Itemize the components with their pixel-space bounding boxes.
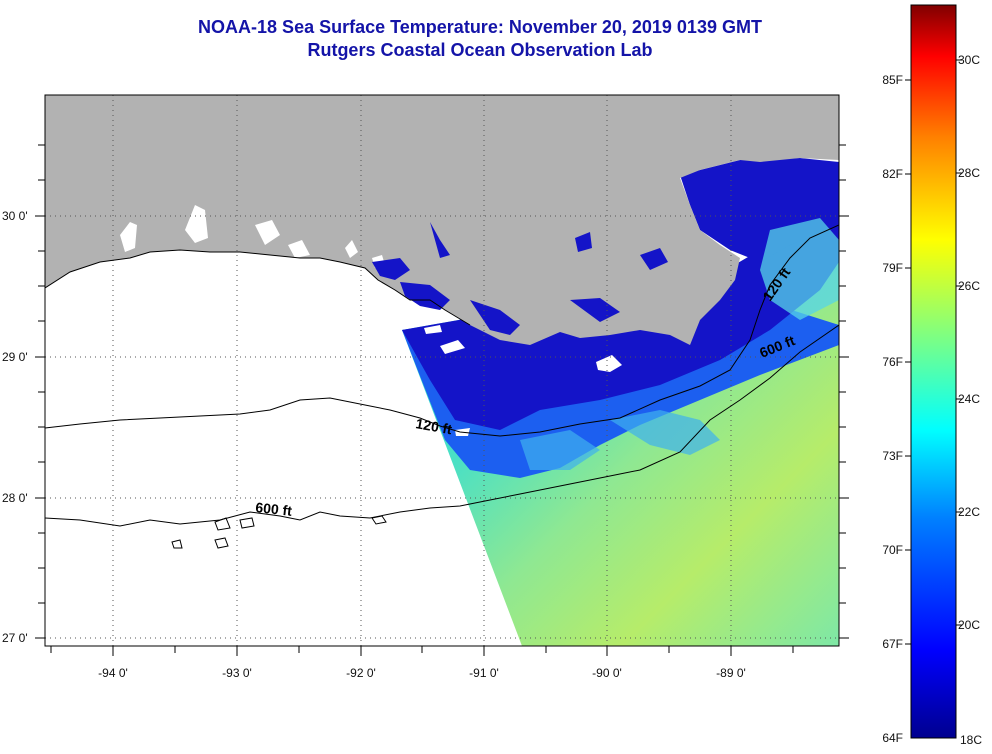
land-lagoon: [372, 222, 668, 335]
colorbar-label-76F: 76F: [882, 355, 903, 369]
map-title: NOAA-18 Sea Surface Temperature: Novembe…: [0, 16, 960, 62]
lat-label-28: 28 0': [2, 491, 28, 505]
lon-label-90: -90 0': [592, 666, 622, 680]
colorbar-label-26C: 26C: [958, 279, 980, 293]
colorbar-label-85F: 85F: [882, 73, 903, 87]
title-line-2: Rutgers Coastal Ocean Observation Lab: [307, 40, 653, 60]
title-line-1: NOAA-18 Sea Surface Temperature: Novembe…: [198, 17, 762, 37]
colorbar: [910, 4, 957, 739]
contour-600ft: [45, 324, 839, 527]
colorbar-label-67F: 67F: [882, 637, 903, 651]
lon-label-91: -91 0': [469, 666, 499, 680]
coastline: [45, 249, 471, 326]
sst-cyan-tongue: [760, 218, 839, 320]
land-mass: [45, 95, 839, 345]
colorbar-label-18C: 18C: [960, 733, 982, 747]
sst-cyan-patch: [520, 410, 720, 470]
contour-label-600ft-west: 600 ft: [255, 499, 293, 519]
lat-label-30: 30 0': [2, 209, 28, 223]
graticule: [45, 95, 839, 646]
map-ticks: [35, 144, 849, 656]
lon-label-93: -93 0': [222, 666, 252, 680]
contour-label-120ft-west: 120 ft: [414, 415, 453, 437]
sst-nearshore-water: [402, 180, 839, 430]
contour-120ft: [45, 224, 839, 437]
colorbar-label-82F: 82F: [882, 167, 903, 181]
lat-label-29: 29 0': [2, 350, 28, 364]
lon-label-94: -94 0': [98, 666, 128, 680]
colorbar-label-70F: 70F: [882, 543, 903, 557]
colorbar-label-24C: 24C: [958, 392, 980, 406]
colorbar-label-64F: 64F: [882, 731, 903, 745]
map-frame: [44, 94, 840, 647]
colorbar-label-22C: 22C: [958, 505, 980, 519]
colorbar-label-20C: 20C: [958, 618, 980, 632]
colorbar-label-73F: 73F: [882, 449, 903, 463]
colorbar-label-28C: 28C: [958, 166, 980, 180]
lon-label-89: -89 0': [716, 666, 746, 680]
colorbar-label-30C: 30C: [958, 53, 980, 67]
colorbar-ticks: [905, 59, 962, 645]
shelf-islands: [171, 515, 387, 549]
lon-label-92: -92 0': [346, 666, 376, 680]
colorbar-label-79F: 79F: [882, 261, 903, 275]
lat-label-27: 27 0': [2, 631, 28, 645]
